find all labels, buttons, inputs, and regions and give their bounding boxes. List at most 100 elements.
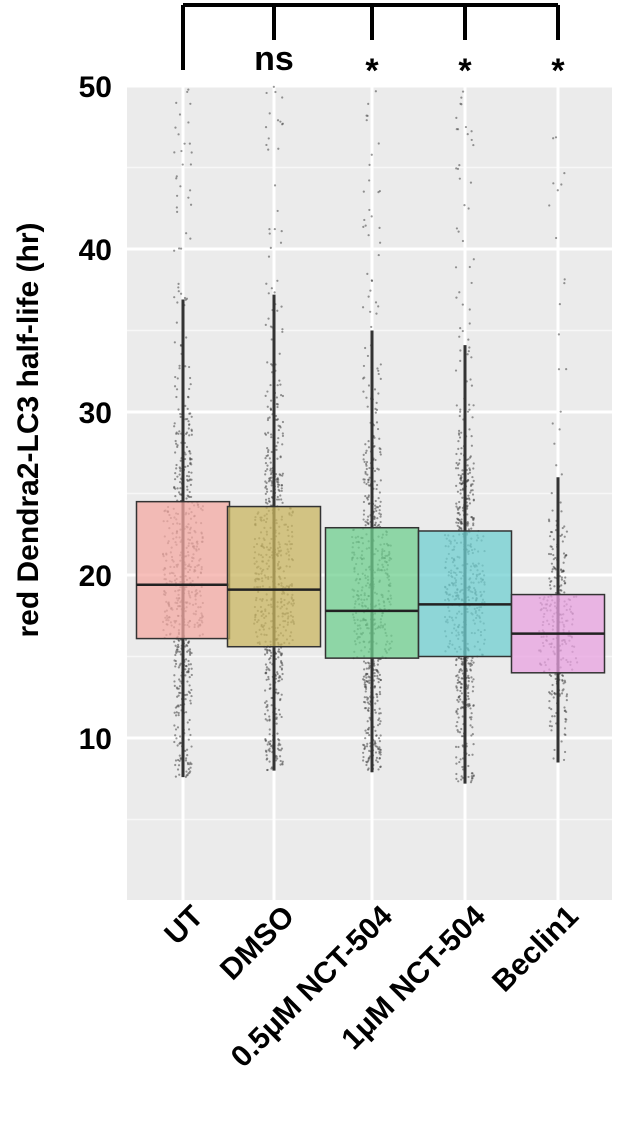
jitter-point	[188, 490, 191, 494]
jitter-point	[175, 206, 178, 209]
jitter-point	[469, 707, 472, 710]
jitter-point	[363, 696, 366, 699]
jitter-point	[178, 742, 181, 745]
jitter-point	[277, 648, 281, 651]
jitter-point	[178, 430, 181, 433]
jitter-point	[466, 353, 469, 356]
jitter-point	[184, 658, 188, 661]
jitter-point	[560, 692, 564, 695]
jitter-point	[190, 471, 193, 474]
jitter-point	[472, 685, 475, 688]
jitter-point	[188, 142, 191, 145]
jitter-point	[458, 436, 462, 439]
jitter-point	[471, 772, 474, 775]
jitter-point	[367, 522, 370, 525]
jitter-point	[366, 742, 369, 745]
jitter-point	[276, 671, 279, 674]
jitter-point	[470, 356, 473, 359]
jitter-point	[362, 513, 366, 516]
jitter-point	[456, 678, 460, 682]
box-iqr	[417, 530, 513, 658]
jitter-point	[266, 650, 269, 653]
significance-label: *	[365, 52, 379, 90]
jitter-point	[458, 525, 461, 529]
jitter-point	[265, 678, 268, 681]
jitter-point	[468, 265, 471, 269]
jitter-point	[550, 707, 553, 711]
jitter-point	[185, 711, 188, 714]
jitter-point	[278, 483, 281, 487]
jitter-point	[175, 101, 178, 104]
jitter-point	[470, 138, 473, 142]
jitter-point	[456, 689, 459, 692]
jitter-point	[455, 777, 458, 780]
jitter-point	[275, 445, 278, 448]
jitter-point	[379, 520, 382, 524]
jitter-point	[549, 545, 552, 548]
jitter-point	[470, 130, 473, 133]
jitter-point	[281, 328, 284, 331]
jitter-point	[363, 681, 367, 684]
jitter-point	[379, 712, 382, 715]
jitter-point	[377, 718, 380, 722]
jitter-point	[176, 648, 179, 651]
jitter-point	[269, 469, 272, 472]
jitter-point	[377, 305, 380, 308]
jitter-point	[368, 466, 371, 470]
jitter-point	[470, 527, 473, 530]
jitter-point	[177, 714, 180, 717]
jitter-point	[267, 292, 270, 295]
jitter-point	[180, 292, 183, 295]
jitter-point	[265, 754, 268, 757]
jitter-point	[178, 754, 181, 757]
jitter-point	[189, 483, 192, 486]
jitter-point	[455, 685, 458, 688]
jitter-point	[276, 495, 279, 499]
jitter-point	[269, 399, 273, 402]
jitter-point	[265, 91, 268, 95]
jitter-point	[362, 755, 365, 759]
jitter-point	[375, 759, 378, 762]
jitter-point	[179, 662, 182, 665]
jitter-point	[178, 466, 181, 469]
jitter-point	[374, 702, 377, 705]
jitter-point	[373, 672, 376, 675]
jitter-point	[374, 521, 377, 524]
jitter-point	[179, 185, 182, 188]
jitter-point	[175, 650, 178, 653]
jitter-point	[275, 396, 279, 399]
jitter-point	[375, 506, 378, 509]
jitter-point	[563, 706, 566, 709]
jitter-point	[177, 286, 180, 289]
jitter-point	[461, 329, 464, 333]
jitter-point	[269, 661, 272, 664]
jitter-point	[374, 411, 377, 414]
jitter-point	[376, 427, 380, 431]
jitter-point	[459, 492, 462, 495]
jitter-point	[368, 208, 371, 212]
jitter-point	[553, 585, 556, 588]
jitter-point	[177, 711, 180, 715]
jitter-point	[550, 570, 554, 573]
jitter-point	[280, 489, 283, 492]
jitter-point	[276, 418, 280, 421]
jitter-point	[366, 731, 370, 735]
jitter-point	[281, 501, 284, 504]
jitter-point	[278, 379, 281, 382]
jitter-point	[367, 295, 370, 298]
jitter-point	[459, 758, 462, 761]
jitter-point	[362, 509, 366, 512]
jitter-point	[173, 674, 176, 677]
jitter-point	[467, 207, 470, 210]
jitter-point	[455, 709, 458, 713]
jitter-point	[459, 707, 463, 710]
jitter-point	[565, 368, 568, 371]
jitter-point	[564, 554, 568, 557]
jitter-point	[370, 215, 373, 218]
jitter-point	[458, 291, 461, 294]
jitter-point	[180, 149, 183, 153]
jitter-point	[174, 495, 177, 498]
jitter-point	[185, 643, 188, 647]
jitter-point	[264, 480, 267, 483]
jitter-point	[270, 654, 273, 658]
